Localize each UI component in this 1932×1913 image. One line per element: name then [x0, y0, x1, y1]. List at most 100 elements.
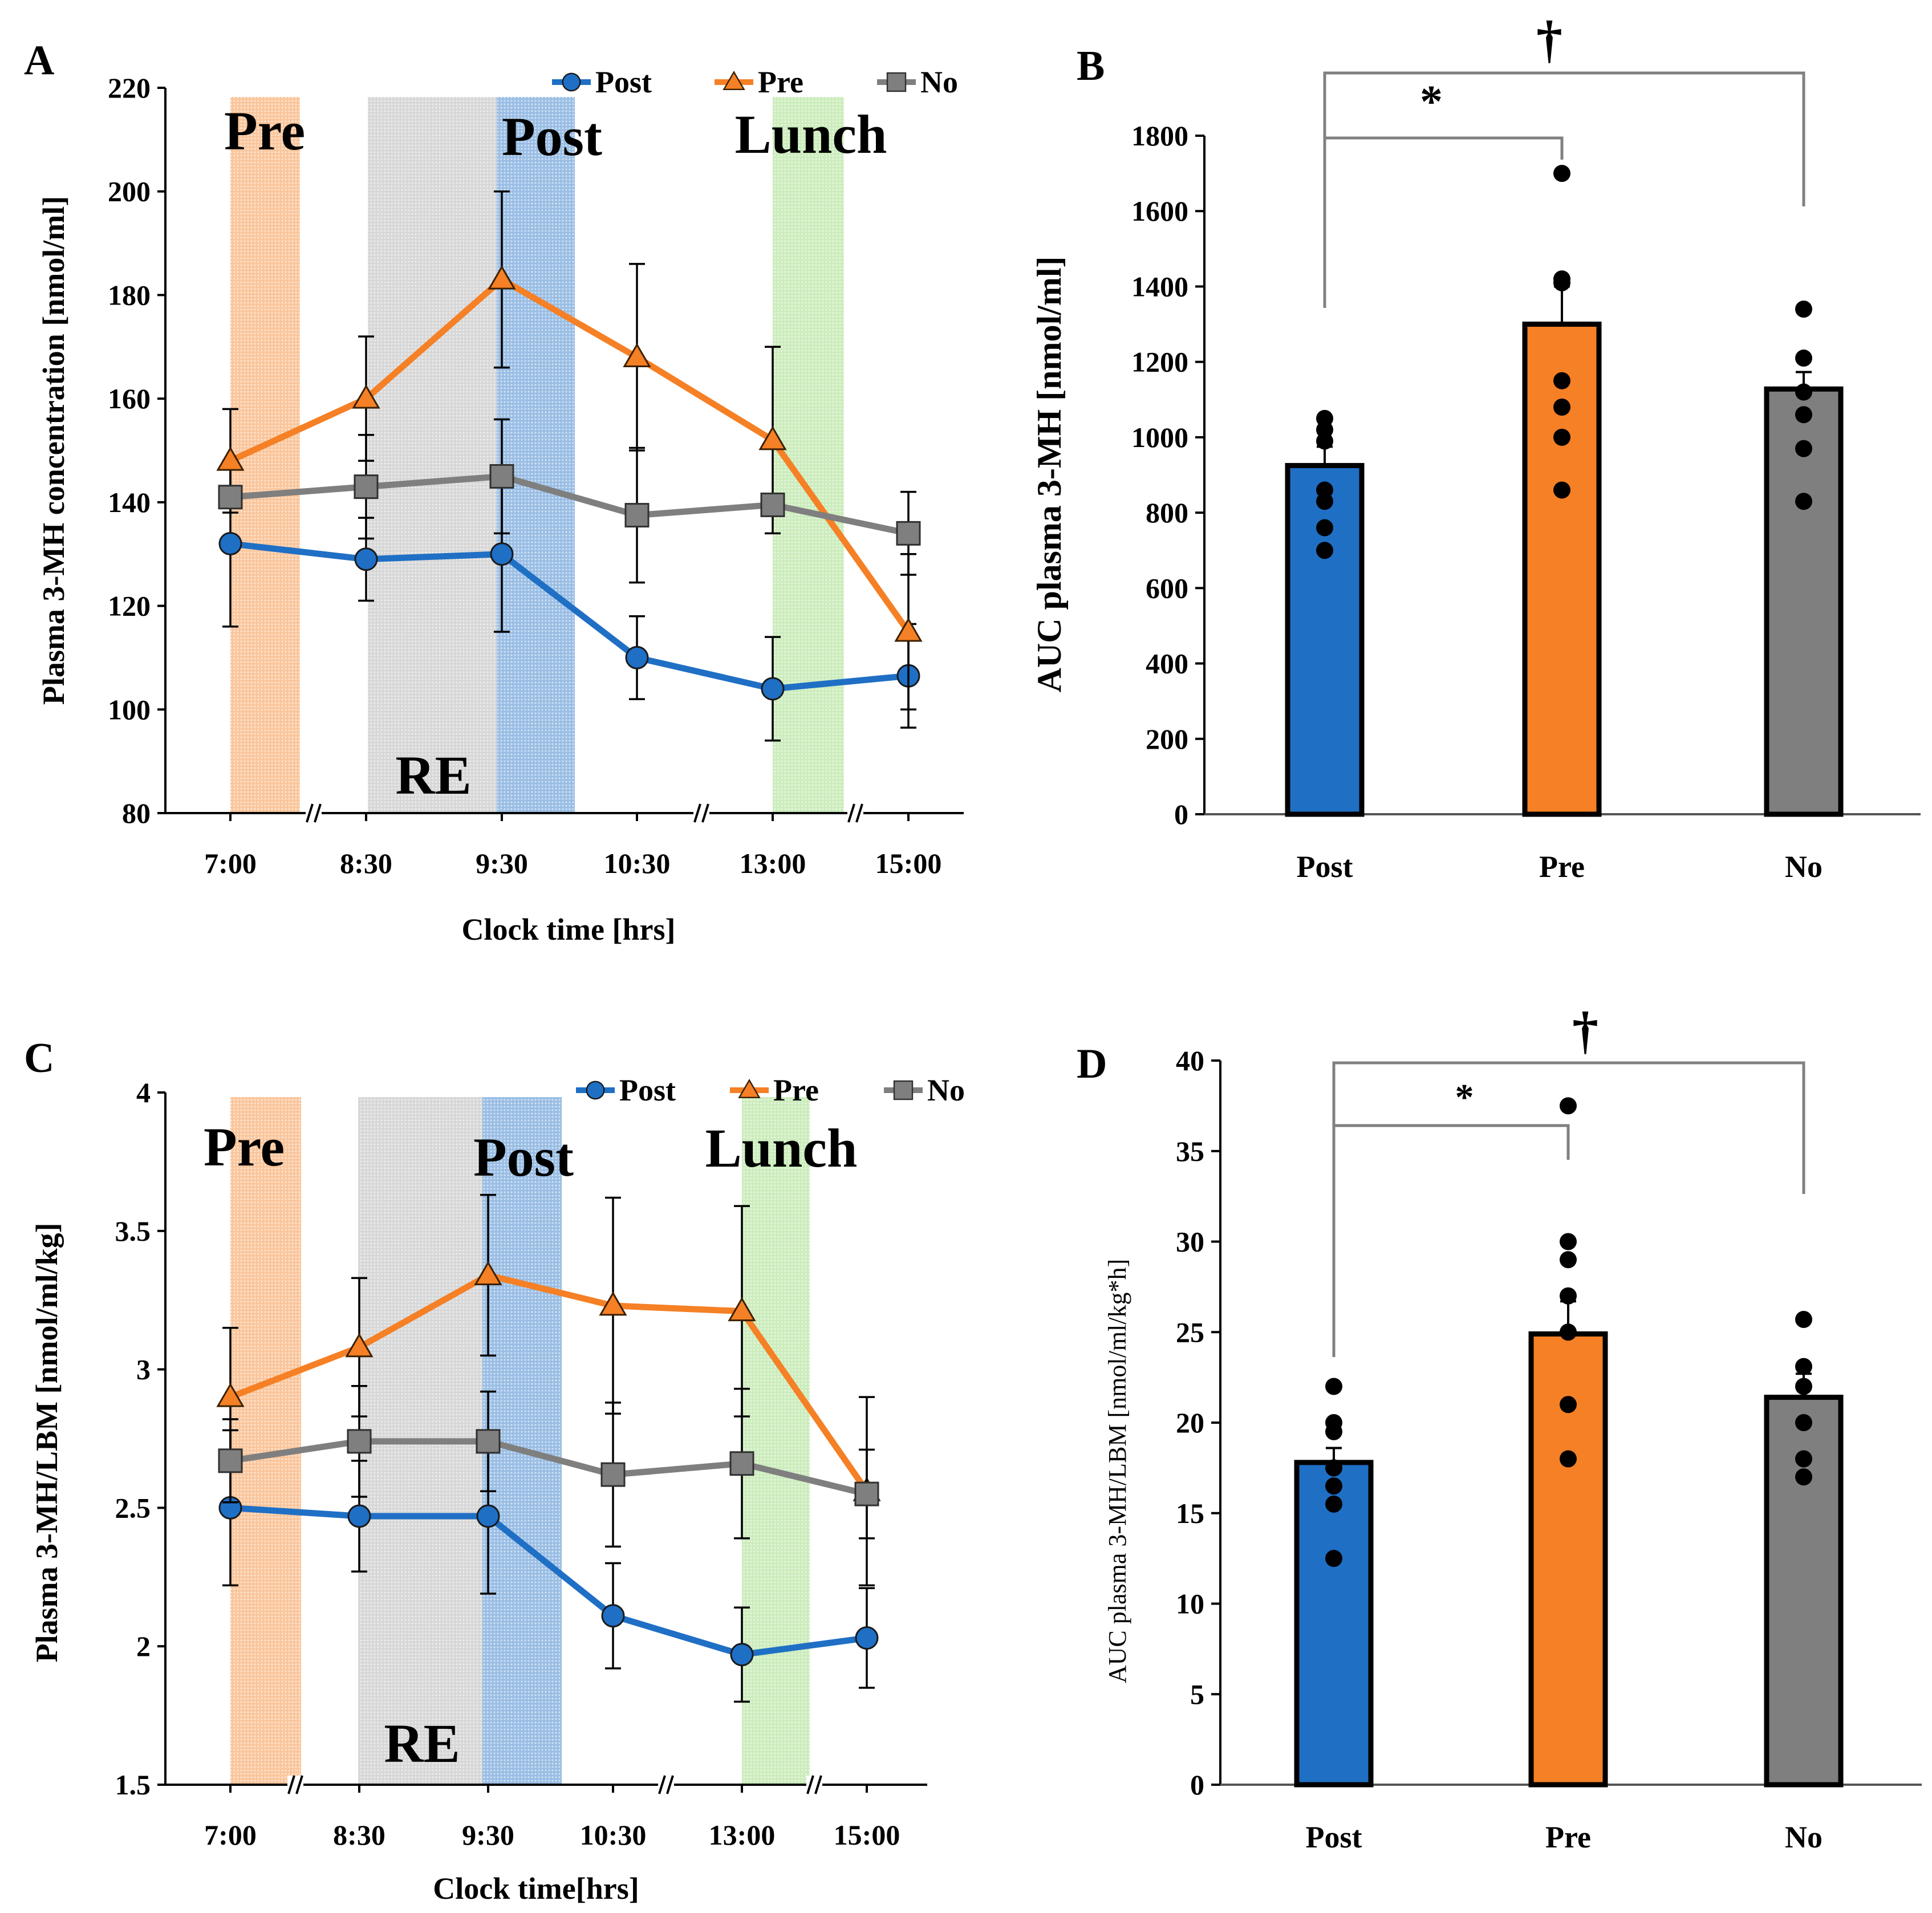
data-point [599, 1291, 627, 1316]
data-point [758, 425, 787, 450]
significance-bracket [1323, 71, 1805, 308]
data-point [345, 1333, 374, 1358]
panel-B: 0 200 400 600 800 1000 1200 1400 1600 1800 Post Pre… [1030, 10, 1921, 884]
data-point [489, 464, 514, 489]
axis-break [806, 1775, 814, 1794]
significance-bracket [1332, 1061, 1805, 1329]
series-line [229, 276, 911, 634]
x-tick-label: 13:00 [740, 847, 806, 879]
y-axis-title: AUC plasma 3-MH/LBM [nmol/ml/kg*h] [1103, 1259, 1131, 1683]
region-label-post: Post [473, 1127, 574, 1188]
individual-point [1316, 542, 1333, 559]
data-point [474, 1261, 502, 1285]
axis-break-2 [814, 1775, 822, 1794]
legend-marker-shape [723, 71, 745, 90]
bar-post [1294, 1460, 1374, 1788]
individual-point [1325, 1477, 1342, 1495]
data-point [896, 521, 921, 546]
individual-point [1795, 1358, 1812, 1375]
legend-label: Post [595, 65, 652, 99]
region-texture-pre [230, 1097, 301, 1785]
individual-point [1560, 1287, 1577, 1305]
x-tick-label: Pre [1539, 850, 1585, 884]
individual-point [1553, 399, 1570, 416]
x-tick-label: 15:00 [875, 847, 942, 879]
panel-D: 0 5 10 15 20 25 30 35 40 Post Pre No * † AUC plasma 3-… [1077, 1001, 1922, 1854]
data-point [490, 542, 514, 566]
x-tick-label: 10:30 [580, 1819, 647, 1851]
bar-post [1285, 462, 1365, 817]
y-tick-label: 200 [1146, 723, 1188, 755]
x-tick-label: Post [1297, 850, 1353, 884]
legend-marker [562, 72, 581, 92]
individual-point [1560, 1233, 1577, 1250]
data-point [625, 645, 649, 669]
series-no [218, 418, 921, 584]
series-pre [216, 190, 923, 711]
individual-point [1553, 428, 1570, 446]
region-texture-re [368, 97, 497, 813]
x-axis-title: Clock time [hrs] [462, 912, 676, 947]
y-tick-label: 2.5 [115, 1492, 151, 1524]
data-point [730, 1643, 754, 1667]
significance-symbol: † [1536, 10, 1562, 68]
y-tick-label: 5 [1190, 1678, 1204, 1710]
series-line [229, 1272, 870, 1493]
panel-label: B [1077, 43, 1105, 90]
y-tick-label: 25 [1176, 1316, 1204, 1348]
region-label-re: RE [395, 745, 471, 806]
y-tick-label: 180 [108, 279, 151, 311]
series-line [230, 541, 909, 692]
legend: Post Pre No [576, 1073, 965, 1107]
individual-point [1316, 519, 1333, 537]
panel-label: D [1077, 1041, 1107, 1087]
legend-marker [586, 1081, 605, 1100]
individual-point [1325, 1459, 1342, 1477]
y-tick-label: 2 [136, 1630, 151, 1662]
axis-break [287, 1775, 295, 1794]
series-line [230, 1438, 868, 1497]
data-point [601, 1604, 625, 1628]
data-point [347, 1429, 372, 1454]
y-tick-label: 100 [108, 693, 151, 725]
y-tick-label: 1200 [1131, 346, 1188, 378]
x-tick-label: Pre [1545, 1820, 1591, 1854]
panel-A: Pre RE Post Lunch 80 100 120 140 160 180 200 220 7:0… [24, 37, 964, 947]
individual-point [1553, 165, 1570, 182]
panel-C: Pre RE Post Lunch 1.5 2 2.5 3 3.5 4 7:00 8:30 9:30 10… [24, 1035, 965, 1906]
y-tick-label: 1400 [1131, 270, 1188, 302]
series-post [218, 460, 920, 742]
y-tick-label: 160 [108, 383, 151, 415]
region-label-lunch: Lunch [735, 104, 887, 165]
individual-point [1560, 1323, 1577, 1341]
individual-point [1795, 493, 1812, 510]
individual-point [1795, 383, 1812, 401]
y-tick-label: 1800 [1131, 120, 1188, 152]
y-axis-title: AUC plasma 3-MH [nmol/ml] [1030, 257, 1068, 693]
individual-point [1316, 432, 1333, 450]
individual-point [1795, 1378, 1812, 1395]
individual-point [1316, 493, 1333, 510]
individual-point [1553, 372, 1570, 389]
region-label-lunch: Lunch [705, 1118, 858, 1179]
legend-marker [893, 1080, 914, 1100]
data-point [855, 1626, 879, 1650]
y-tick-label: 120 [108, 590, 151, 622]
data-point [488, 265, 516, 290]
data-point [347, 1504, 371, 1528]
region-label-post: Post [502, 106, 602, 167]
individual-point [1795, 300, 1812, 318]
individual-point [1325, 1423, 1342, 1440]
y-tick-label: 30 [1176, 1226, 1204, 1258]
axis-break-2 [701, 803, 709, 823]
data-point [218, 532, 242, 556]
y-tick-label: 0 [1190, 1769, 1204, 1801]
bar-pre [1522, 322, 1602, 817]
data-point [476, 1429, 501, 1454]
individual-point [1795, 1468, 1812, 1486]
axis-break [693, 803, 701, 823]
x-tick-label: 8:30 [340, 847, 392, 879]
data-point [354, 474, 379, 499]
y-tick-label: 0 [1174, 798, 1188, 830]
